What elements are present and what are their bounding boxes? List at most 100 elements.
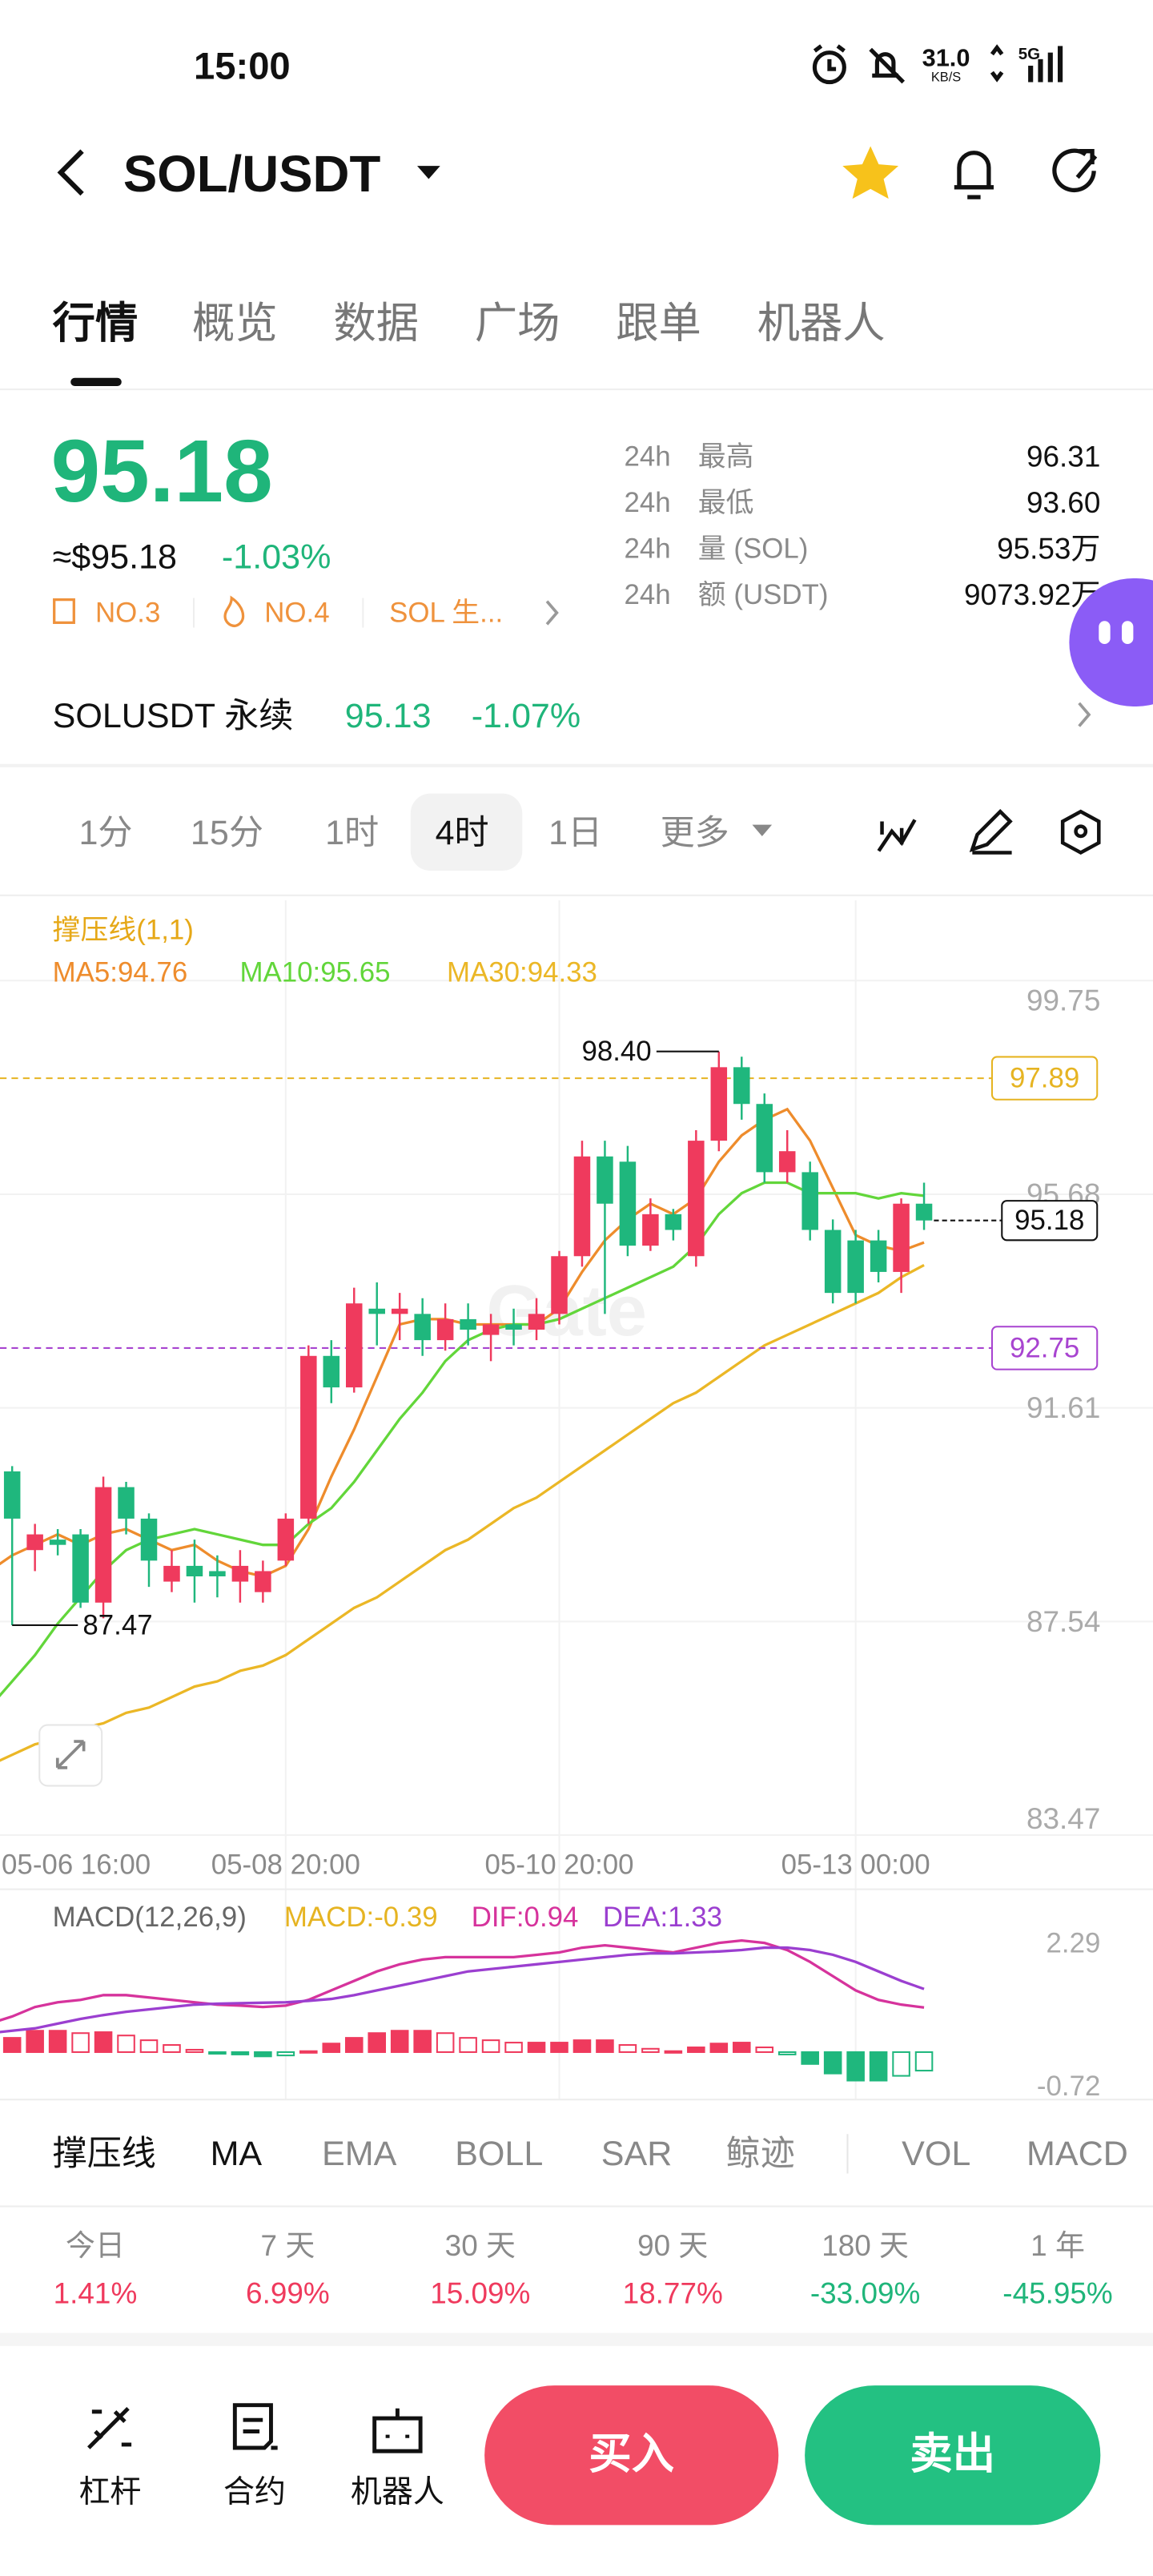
tab[interactable]: 数据 xyxy=(333,300,419,348)
favorite[interactable] xyxy=(842,146,899,199)
buy-button[interactable] xyxy=(484,2385,779,2526)
tab[interactable]: 概览 xyxy=(192,300,278,348)
chart-tools[interactable] xyxy=(877,809,1101,855)
macd-bar xyxy=(709,2043,729,2053)
candle-body xyxy=(801,1172,818,1230)
macd-bar xyxy=(755,2046,774,2053)
y-tick-label: 87.54 xyxy=(1026,1605,1100,1638)
candle-body xyxy=(573,1156,591,1257)
more-dropdown[interactable] xyxy=(752,824,773,836)
candle-body xyxy=(870,1240,887,1272)
candle-body xyxy=(460,1318,476,1330)
macd-line xyxy=(0,1939,925,2022)
indicator-tab[interactable]: MA xyxy=(211,2135,263,2173)
tab[interactable]: 机器人 xyxy=(757,300,886,348)
stat-value: 9073.92万 xyxy=(964,578,1100,611)
macd-bar xyxy=(846,2051,865,2082)
macd-bar xyxy=(823,2051,842,2075)
candle-body xyxy=(505,1324,522,1330)
interval[interactable]: 15分 xyxy=(191,814,263,852)
indicator-tab[interactable]: SAR xyxy=(601,2135,673,2173)
buy-label[interactable]: 买入 xyxy=(589,2431,674,2478)
tool-label[interactable]: 杠杆 xyxy=(78,2475,141,2510)
chevron[interactable] xyxy=(1078,702,1091,727)
macd-bar xyxy=(436,2032,455,2053)
indicator-tab[interactable]: VOL xyxy=(902,2135,970,2173)
candle-body xyxy=(778,1151,796,1173)
ma-line xyxy=(0,1263,925,1762)
status-time: 15:00 xyxy=(194,45,291,87)
macd-bar xyxy=(139,2039,159,2053)
perp-name[interactable]: SOLUSDT 永续 xyxy=(53,697,294,735)
tag[interactable]: SOL 生... xyxy=(389,598,503,629)
y-tick-label: 99.75 xyxy=(1026,984,1100,1017)
y-tick-label: 83.47 xyxy=(1026,1802,1100,1835)
macd-bar xyxy=(2,2037,22,2053)
last-price: 95.18 xyxy=(51,422,273,521)
interval[interactable]: 更多 xyxy=(661,814,729,852)
tab[interactable]: 跟单 xyxy=(616,300,701,348)
share[interactable] xyxy=(1052,148,1098,193)
stat-label: 最低 xyxy=(698,487,754,518)
chevron[interactable] xyxy=(545,600,559,626)
macd-bar xyxy=(26,2030,44,2053)
candle-body xyxy=(72,1534,89,1603)
indicator-tab[interactable]: EMA xyxy=(322,2135,397,2173)
candle-body xyxy=(368,1308,385,1314)
macd-bar xyxy=(254,2051,272,2058)
interval[interactable]: 1分 xyxy=(78,814,132,852)
candle-body xyxy=(118,1487,135,1519)
macd-line xyxy=(0,1946,925,2034)
tab[interactable]: 广场 xyxy=(475,300,560,348)
hot-rank[interactable]: NO.4 xyxy=(264,598,329,629)
rank[interactable]: NO.3 xyxy=(95,598,160,629)
candle-body xyxy=(528,1314,545,1330)
tool-label[interactable]: 合约 xyxy=(223,2475,286,2510)
period: 30 天 xyxy=(445,2229,516,2262)
alert[interactable] xyxy=(954,151,994,199)
expand[interactable] xyxy=(38,1724,103,1787)
candle-body xyxy=(482,1324,500,1335)
stat-period: 24h xyxy=(624,579,670,610)
pair-dropdown[interactable] xyxy=(417,166,440,179)
candle-body xyxy=(551,1256,568,1314)
performance: 今日 1.41% 7 天 6.99% 30 天 15.09% 90 天 18.77% 180 天… xyxy=(54,2229,1113,2309)
assistant-bubble[interactable] xyxy=(1069,578,1153,706)
candle-body xyxy=(619,1161,637,1246)
macd-tick-label: 2.29 xyxy=(1046,1928,1100,1959)
level-label: 97.89 xyxy=(1010,1063,1079,1094)
candle-body xyxy=(642,1214,659,1246)
macd-bar xyxy=(208,2051,227,2055)
candle-body xyxy=(231,1565,249,1582)
interval[interactable]: 1日 xyxy=(548,814,602,852)
sell-button[interactable] xyxy=(805,2385,1101,2526)
tab[interactable]: 行情 xyxy=(53,300,139,348)
tool-label[interactable]: 机器人 xyxy=(351,2475,444,2510)
macd-bar xyxy=(732,2042,751,2053)
last-price-box xyxy=(1001,1200,1099,1242)
indicator-tab[interactable]: 鲸迹 xyxy=(726,2135,795,2173)
period-change: 1.41% xyxy=(54,2277,138,2310)
tab-indicator xyxy=(70,377,122,386)
macd-bar xyxy=(596,2039,614,2053)
candle-body xyxy=(300,1355,317,1519)
interval[interactable]: 4时 xyxy=(436,814,489,852)
period: 7 天 xyxy=(261,2229,315,2262)
kline: Gate xyxy=(0,1051,992,1762)
level-box xyxy=(990,1326,1099,1371)
interval[interactable]: 1时 xyxy=(325,814,379,852)
indicator-tab[interactable]: BOLL xyxy=(455,2135,543,2173)
macd-bar xyxy=(572,2039,592,2053)
perp-change: -1.07% xyxy=(472,697,581,735)
sell-label[interactable]: 卖出 xyxy=(910,2431,995,2478)
candle-body xyxy=(436,1318,454,1341)
period: 180 天 xyxy=(822,2229,909,2262)
pair[interactable]: SOL/USDT xyxy=(123,146,381,203)
stat-value: 96.31 xyxy=(1026,441,1100,473)
back[interactable] xyxy=(57,149,84,196)
period: 90 天 xyxy=(637,2229,708,2262)
indicator-tab[interactable]: 撑压线 xyxy=(53,2135,156,2173)
macd-bar xyxy=(777,2051,797,2055)
indicator-tab[interactable]: MACD xyxy=(1026,2135,1128,2173)
macd-legend: MACD:-0.39 xyxy=(284,1902,438,1933)
